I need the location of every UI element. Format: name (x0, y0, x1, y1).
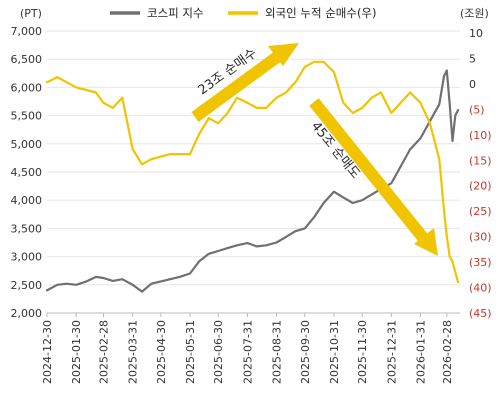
right-tick-label: (30) (469, 231, 492, 244)
left-axis-unit: (PT) (20, 7, 42, 20)
legend-label-foreign: 외국인 누적 순매수(우) (265, 6, 377, 20)
x-tick-label: 2024-12-30 (41, 320, 54, 384)
right-axis-unit: (조원) (460, 7, 489, 20)
right-tick-label: (25) (469, 205, 492, 218)
kospi-index-line (45, 69, 460, 293)
left-tick-label: 3,000 (11, 251, 43, 264)
right-tick-label: (40) (469, 282, 492, 295)
buy-arrow-shaft (191, 52, 281, 122)
left-tick-label: 6,000 (11, 81, 43, 94)
x-tick-label: 2025-07-31 (241, 320, 254, 384)
right-tick-label: 10 (469, 27, 483, 40)
x-tick-label: 2025-02-28 (97, 320, 110, 384)
buy-arrow-annotation: 23조 순매수 (191, 43, 299, 122)
left-tick-label: 6,500 (11, 53, 43, 66)
right-y-axis: (조원) 10 5 0 (5) (10) (15) (20) (25) (30) (35) (40)… (460, 7, 492, 320)
right-tick-label: (10) (469, 129, 492, 142)
x-tick-label: 2025-06-30 (212, 320, 225, 384)
sell-arrow-head (414, 228, 438, 256)
x-tick-label: 2025-09-30 (299, 320, 312, 384)
left-tick-label: 7,000 (11, 25, 43, 38)
right-tick-label: (20) (469, 180, 492, 193)
x-axis: 2024-12-30 2025-01-30 2025-02-28 2025-03-31… (41, 312, 460, 384)
left-tick-label: 5,500 (11, 110, 43, 123)
x-tick-label: 2025-11-30 (356, 320, 369, 384)
right-tick-label: (15) (469, 154, 492, 167)
x-tick-label: 2025-01-30 (70, 320, 83, 384)
x-tick-label: 2025-03-31 (127, 320, 140, 384)
x-tick-label: 2026-01-31 (414, 320, 427, 384)
annotations: 23조 순매수 45조 순매도 (191, 43, 438, 256)
legend-label-kospi: 코스피 지수 (147, 6, 204, 20)
left-tick-label: 2,000 (11, 307, 43, 320)
left-tick-label: 2,500 (11, 279, 43, 292)
x-tick-label: 2025-04-30 (155, 320, 168, 384)
right-tick-label: 0 (469, 78, 476, 91)
right-tick-label: (45) (469, 307, 492, 320)
buy-arrow-head (268, 43, 299, 66)
left-tick-label: 3,500 (11, 222, 43, 235)
left-y-axis: (PT) 7,000 6,500 6,000 5,500 5,000 4,500 4,000… (11, 7, 43, 320)
left-tick-label: 4,000 (11, 194, 43, 207)
right-tick-label: (5) (469, 103, 485, 116)
left-tick-label: 5,000 (11, 138, 43, 151)
x-tick-label: 2026-02-28 (441, 320, 454, 384)
left-tick-label: 4,500 (11, 166, 43, 179)
right-tick-label: (35) (469, 256, 492, 269)
x-tick-label: 2025-05-31 (184, 320, 197, 384)
x-tick-label: 2025-12-31 (385, 320, 398, 384)
foreign-net-buy-line (45, 60, 460, 284)
sell-arrow-annotation: 45조 순매도 (308, 98, 438, 256)
x-tick-label: 2025-08-31 (271, 320, 284, 384)
series-layer (45, 60, 460, 293)
right-tick-label: 5 (469, 52, 476, 65)
x-tick-label: 2025-10-31 (328, 320, 341, 384)
sell-arrow-shaft (309, 98, 429, 243)
legend: 코스피 지수 외국인 누적 순매수(우) (110, 6, 377, 20)
